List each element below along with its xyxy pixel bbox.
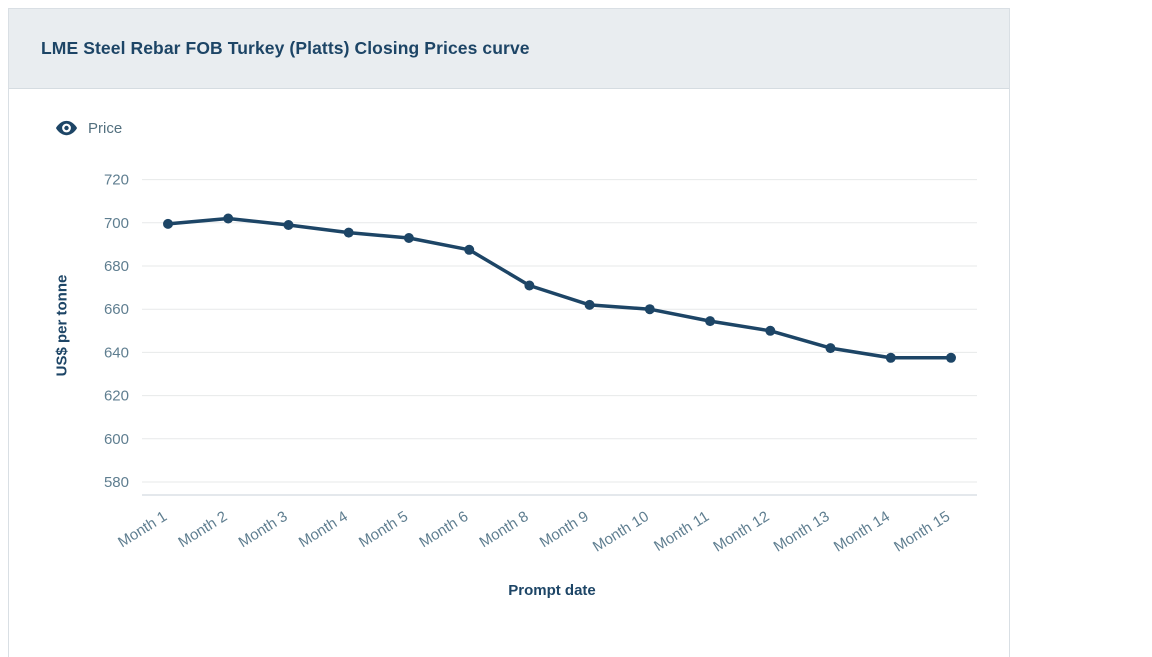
data-point[interactable] (885, 352, 896, 363)
data-point[interactable] (464, 244, 475, 255)
x-tick-label: Month 9 (537, 508, 592, 551)
x-tick-label: Month 10 (590, 508, 652, 556)
y-tick-label: 680 (104, 258, 129, 275)
chart-header: LME Steel Rebar FOB Turkey (Platts) Clos… (9, 9, 1009, 89)
x-tick-label: Month 8 (477, 508, 532, 551)
data-point[interactable] (343, 227, 354, 238)
data-point[interactable] (403, 233, 414, 243)
y-tick-label: 700 (104, 215, 129, 232)
data-point[interactable] (644, 304, 655, 315)
x-tick-label: Month 1 (115, 508, 170, 551)
data-point[interactable] (825, 343, 836, 354)
x-tick-label: Month 3 (236, 508, 291, 551)
x-tick-label: Month 4 (296, 508, 351, 551)
chart-body: Price US$ per tonne 580 600 620 640 660 680 70… (9, 89, 1009, 599)
data-point[interactable] (705, 316, 716, 327)
data-point[interactable] (283, 220, 294, 230)
data-point[interactable] (584, 299, 595, 310)
chart-title: LME Steel Rebar FOB Turkey (Platts) Clos… (41, 38, 530, 58)
price-line (166, 216, 953, 360)
y-tick-label: 580 (104, 474, 129, 491)
data-point[interactable] (946, 352, 956, 363)
data-point[interactable] (163, 218, 173, 229)
x-tick-label: Month 11 (651, 508, 712, 555)
chart-card: LME Steel Rebar FOB Turkey (Platts) Clos… (8, 8, 1010, 657)
y-tick-label: 640 (104, 344, 129, 361)
chart-area: US$ per tonne 580 600 620 640 660 680 700 720 Mo… (47, 155, 999, 580)
data-point[interactable] (223, 213, 234, 224)
y-axis-title: US$ per tonne (53, 274, 71, 376)
y-tick-label: 660 (104, 301, 129, 318)
x-tick-label: Month 15 (891, 508, 953, 556)
x-tick-label: Month 14 (831, 508, 893, 556)
y-tick-label: 600 (104, 431, 129, 448)
data-point[interactable] (765, 325, 776, 336)
x-tick-label: Month 12 (710, 508, 772, 556)
x-tick-label: Month 2 (175, 508, 230, 551)
legend-item-price[interactable]: Price (55, 119, 122, 137)
eye-icon (55, 119, 78, 137)
y-tick-label: 620 (104, 388, 129, 405)
x-tick-label: Month 6 (416, 508, 471, 551)
x-tick-label: Month 13 (771, 508, 833, 556)
data-point[interactable] (524, 280, 535, 291)
x-tick-label: Month 5 (356, 508, 411, 551)
legend-label: Price (88, 119, 123, 137)
y-tick-label: 720 (104, 172, 129, 189)
x-axis-title: Prompt date (508, 582, 596, 599)
